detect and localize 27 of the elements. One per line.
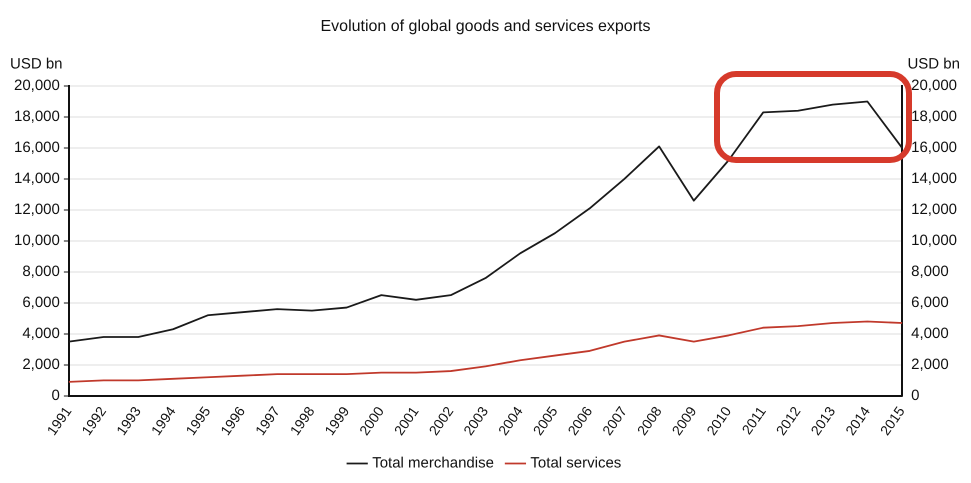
- y2-tick-label: 20,000: [911, 77, 958, 94]
- y-tick-label: 2,000: [22, 356, 60, 374]
- y2-tick-label: 0: [911, 386, 920, 404]
- y2-tick-label: 10,000: [911, 232, 958, 250]
- y2-axis-title: USD bn: [907, 56, 960, 73]
- y-tick-label: 14,000: [14, 170, 60, 188]
- y-tick-label: 0: [52, 386, 60, 404]
- y-tick-label: 18,000: [14, 108, 60, 126]
- legend-label: Total merchandise: [372, 454, 494, 472]
- y2-tick-label: 6,000: [911, 294, 949, 312]
- y2-tick-label: 12,000: [911, 201, 958, 218]
- y2-tick-label: 4,000: [911, 325, 949, 342]
- y2-tick-label: 8,000: [911, 263, 949, 280]
- y-tick-label: 10,000: [14, 232, 60, 250]
- y-axis-title: USD bn: [10, 56, 63, 73]
- y2-tick-label: 18,000: [911, 108, 958, 126]
- y-tick-label: 12,000: [14, 201, 60, 218]
- y2-tick-label: 16,000: [911, 139, 958, 156]
- y-tick-label: 16,000: [14, 139, 60, 156]
- chart-title: Evolution of global goods and services exports: [320, 18, 652, 36]
- y-tick-label: 20,000: [14, 77, 60, 94]
- legend-label: Total services: [530, 454, 622, 472]
- y-tick-label: 6,000: [22, 294, 60, 312]
- y-tick-label: 4,000: [22, 325, 60, 342]
- y2-tick-label: 2,000: [911, 356, 949, 374]
- y2-tick-label: 14,000: [911, 170, 958, 188]
- y-tick-label: 8,000: [22, 263, 60, 280]
